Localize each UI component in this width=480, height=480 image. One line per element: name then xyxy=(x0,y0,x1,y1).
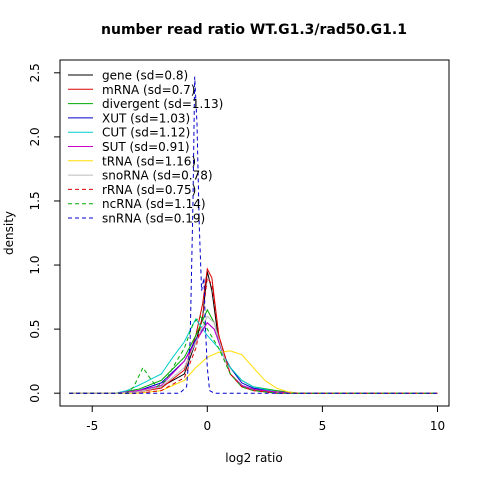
y-tick-label: 0.0 xyxy=(28,384,42,403)
series-line-8 xyxy=(69,276,438,394)
legend-label: snoRNA (sd=0.78) xyxy=(102,169,213,183)
legend-label: rRNA (sd=0.75) xyxy=(102,183,196,197)
series-line-3 xyxy=(69,321,438,394)
legend-label: XUT (sd=1.03) xyxy=(102,111,190,125)
legend-label: gene (sd=0.8) xyxy=(102,69,188,83)
series-line-9 xyxy=(69,315,438,394)
series-line-10 xyxy=(69,76,438,394)
y-tick-label: 1.0 xyxy=(28,255,42,274)
legend-label: SUT (sd=0.91) xyxy=(102,140,190,154)
x-tick-label: 10 xyxy=(430,419,445,433)
series-line-4 xyxy=(69,317,438,394)
y-tick-label: 2.5 xyxy=(28,63,42,82)
y-tick-label: 2.0 xyxy=(28,127,42,146)
x-axis: -5 0 5 10 xyxy=(86,405,445,433)
series-lines xyxy=(69,76,438,394)
series-line-5 xyxy=(69,321,438,394)
x-tick-label: 5 xyxy=(319,419,327,433)
x-tick-label: 0 xyxy=(203,419,211,433)
y-tick-label: 0.5 xyxy=(28,320,42,339)
y-tick-label: 1.5 xyxy=(28,191,42,210)
series-line-7 xyxy=(69,315,438,394)
legend-label: tRNA (sd=1.16) xyxy=(102,154,196,168)
legend: gene (sd=0.8)mRNA (sd=0.7)divergent (sd=… xyxy=(68,69,223,226)
chart-title: number read ratio WT.G1.3/rad50.G1.1 xyxy=(101,22,407,38)
legend-label: snRNA (sd=0.19) xyxy=(102,212,205,226)
y-axis: 0.0 0.5 1.0 1.5 2.0 2.5 xyxy=(28,63,60,403)
series-line-6 xyxy=(69,350,438,394)
legend-label: ncRNA (sd=1.14) xyxy=(102,197,206,211)
legend-label: mRNA (sd=0.7) xyxy=(102,83,195,97)
x-axis-label: log2 ratio xyxy=(225,451,282,465)
x-tick-label: -5 xyxy=(86,419,98,433)
series-line-1 xyxy=(69,267,438,394)
y-axis-label: density xyxy=(2,211,16,255)
series-line-0 xyxy=(69,271,438,394)
legend-label: divergent (sd=1.13) xyxy=(102,97,223,111)
legend-label: CUT (sd=1.12) xyxy=(102,126,190,140)
series-line-2 xyxy=(69,308,438,394)
